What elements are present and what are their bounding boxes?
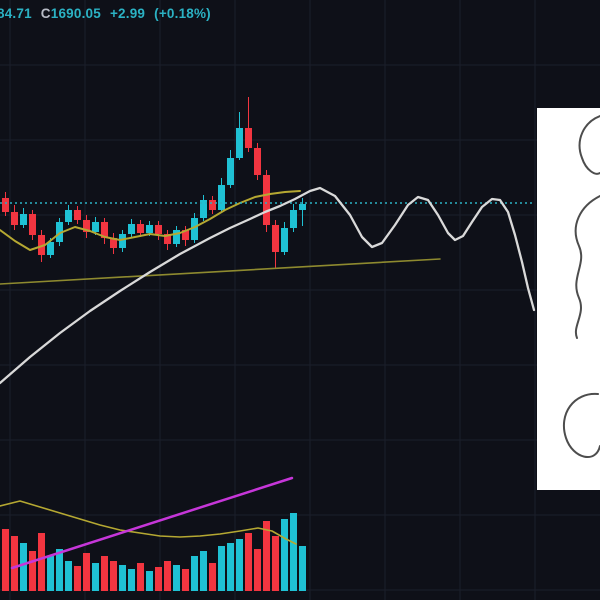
volume-bar bbox=[182, 569, 189, 591]
ma-yellow-line bbox=[0, 190, 301, 251]
candle-body bbox=[47, 242, 54, 255]
ohlc-readout: 84.71 C1690.05 +2.99 (+0.18%) bbox=[0, 6, 211, 21]
volume-bar bbox=[191, 556, 198, 591]
candle-body bbox=[11, 212, 18, 225]
volume-bar bbox=[83, 553, 90, 591]
volume-bar bbox=[263, 521, 270, 591]
candle-body bbox=[164, 234, 171, 244]
candle-body bbox=[101, 222, 108, 238]
volume-bar bbox=[2, 529, 9, 591]
candle-body bbox=[209, 200, 216, 210]
volume-bar bbox=[209, 563, 216, 591]
volume-bar bbox=[110, 561, 117, 591]
volume-bar bbox=[173, 565, 180, 591]
volume-bar bbox=[119, 565, 126, 591]
volume-bar bbox=[281, 519, 288, 591]
candle-body bbox=[263, 175, 270, 225]
candles bbox=[2, 97, 306, 268]
volume-bars bbox=[2, 513, 306, 591]
ohlc-prev-value: 84.71 bbox=[0, 6, 32, 21]
volume-ma-line bbox=[0, 500, 297, 545]
ohlc-change-pct: (+0.18%) bbox=[154, 6, 211, 21]
candle-body bbox=[29, 214, 36, 235]
candle-body bbox=[56, 222, 63, 242]
candle-body bbox=[20, 214, 27, 225]
candle-body bbox=[119, 234, 126, 248]
drawing-panel bbox=[537, 108, 600, 490]
volume-bar bbox=[164, 561, 171, 591]
candle-body bbox=[236, 128, 243, 158]
volume-bar bbox=[29, 551, 36, 591]
volume-bar bbox=[254, 549, 261, 591]
candle-body bbox=[38, 235, 45, 255]
volume-bar bbox=[299, 546, 306, 591]
trendline-yellow bbox=[0, 258, 441, 285]
volume-bar bbox=[74, 566, 81, 591]
candle-body bbox=[290, 210, 297, 228]
candle-body bbox=[299, 204, 306, 210]
volume-bar bbox=[227, 543, 234, 591]
candle-body bbox=[74, 210, 81, 220]
candle-body bbox=[146, 225, 153, 233]
candle-body bbox=[83, 220, 90, 232]
candle-body bbox=[155, 225, 162, 234]
volume-bar bbox=[101, 556, 108, 591]
volume-bar bbox=[272, 536, 279, 591]
volume-bar bbox=[47, 556, 54, 591]
candle-body bbox=[92, 222, 99, 232]
ohlc-change: +2.99 bbox=[109, 6, 146, 21]
candle-body bbox=[200, 200, 207, 218]
volume-bar bbox=[11, 536, 18, 591]
volume-bar bbox=[290, 513, 297, 591]
white-ma-projection-line bbox=[0, 186, 536, 385]
volume-trendline-magenta bbox=[10, 476, 294, 570]
panel-scribble bbox=[574, 195, 600, 339]
drawing-panel-background bbox=[537, 108, 600, 490]
candle-body bbox=[227, 158, 234, 185]
candle-body bbox=[2, 198, 9, 212]
candle-body bbox=[65, 210, 72, 222]
ohlc-close-label: C bbox=[40, 6, 51, 21]
candle-body bbox=[281, 228, 288, 252]
volume-bar bbox=[65, 561, 72, 591]
panel-scribble bbox=[578, 115, 600, 175]
candle-body bbox=[254, 148, 261, 175]
candle-body bbox=[173, 230, 180, 244]
candle-body bbox=[137, 224, 144, 233]
candle-body bbox=[218, 185, 225, 210]
volume-bar bbox=[236, 539, 243, 591]
volume-bar bbox=[137, 563, 144, 591]
volume-bar bbox=[155, 567, 162, 591]
ohlc-close-value: 1690.05 bbox=[50, 6, 101, 21]
volume-bar bbox=[38, 533, 45, 591]
volume-bar bbox=[56, 549, 63, 591]
volume-bar bbox=[20, 543, 27, 591]
candle-body bbox=[110, 238, 117, 248]
volume-bar bbox=[200, 551, 207, 591]
volume-bar bbox=[245, 533, 252, 591]
volume-bar bbox=[146, 571, 153, 591]
candle-body bbox=[182, 230, 189, 240]
candle-body bbox=[245, 128, 252, 148]
panel-scribble bbox=[563, 392, 600, 458]
volume-bar bbox=[92, 563, 99, 591]
volume-bar bbox=[218, 546, 225, 591]
candle-body bbox=[128, 224, 135, 234]
candle-body bbox=[191, 218, 198, 240]
candle-body bbox=[272, 225, 279, 252]
volume-bar bbox=[128, 569, 135, 591]
